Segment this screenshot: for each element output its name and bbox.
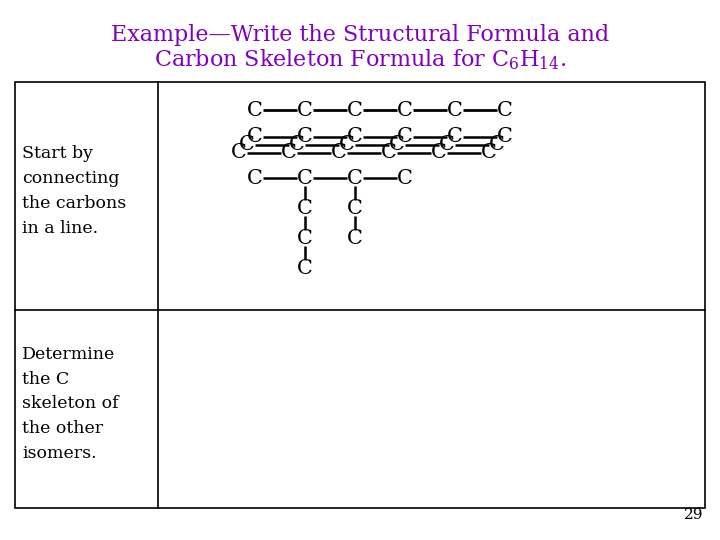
Text: C: C [231,144,247,163]
Text: C: C [389,136,405,154]
Text: C: C [347,228,363,247]
Text: C: C [439,136,455,154]
Text: C: C [247,127,263,146]
Text: C: C [497,100,513,119]
Text: C: C [397,100,413,119]
Text: C: C [481,144,497,163]
Text: 29: 29 [683,508,703,522]
Text: C: C [489,136,505,154]
Text: C: C [447,100,463,119]
Text: C: C [297,259,313,278]
Text: C: C [347,100,363,119]
Text: C: C [447,127,463,146]
Text: Determine
the C
skeleton of
the other
isomers.: Determine the C skeleton of the other is… [22,346,119,462]
Text: C: C [297,199,313,218]
Text: C: C [347,199,363,218]
Text: Start by
connecting
the carbons
in a line.: Start by connecting the carbons in a lin… [22,145,126,237]
Text: Carbon Skeleton Formula for $\mathregular{C_6H_{14}}$.: Carbon Skeleton Formula for $\mathregula… [154,48,566,72]
Text: Example—Write the Structural Formula and: Example—Write the Structural Formula and [111,24,609,46]
Text: C: C [247,100,263,119]
Text: C: C [497,127,513,146]
Text: C: C [347,168,363,187]
Text: C: C [331,144,347,163]
Text: C: C [431,144,447,163]
Text: C: C [281,144,297,163]
Text: C: C [297,127,313,146]
Text: C: C [397,127,413,146]
Text: C: C [381,144,397,163]
Text: C: C [347,127,363,146]
Text: C: C [397,168,413,187]
Text: C: C [339,136,355,154]
Text: C: C [247,168,263,187]
Text: C: C [297,100,313,119]
Text: C: C [289,136,305,154]
Text: C: C [297,168,313,187]
Bar [15,82,705,508]
Text: C: C [239,136,255,154]
Text: C: C [297,228,313,247]
